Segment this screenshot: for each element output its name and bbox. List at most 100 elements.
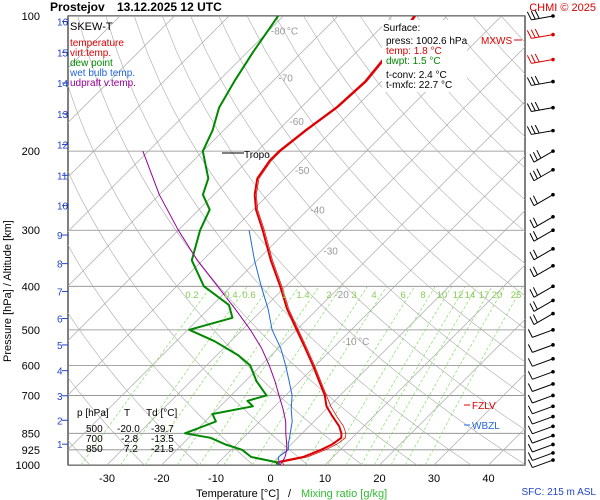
table-header-t: T [124,408,130,419]
wind-barb-4 [526,101,555,112]
wind-barb-flag-25-0 [527,434,533,444]
wind-barb-dot-15 [551,311,555,316]
dry-adiabat-380 [303,16,525,264]
wind-barb-flag-2-2 [534,53,540,63]
wind-barb-flag-18-0 [527,358,533,367]
wind-barb-flag-23-0 [527,415,533,425]
wind-barb-shaft-27 [532,452,554,461]
mixing-ratio-label-15: 25 [511,290,522,301]
table-row-500-p: 500 [86,424,103,435]
wbzl-label: WBZL [472,421,500,432]
mixing-ratio-line-11 [360,286,466,465]
pressure-tick-1000: 1000 [16,460,40,472]
mixing-ratio-line-4 [199,286,320,465]
mixing-ratio-label-4: 1.4 [296,290,309,301]
wind-barb-flag-1-2 [534,28,540,38]
wind-barb-flag-16-0 [527,329,533,338]
altitude-tick-1: 1 [57,440,63,451]
wind-barb-flag-20-0 [527,383,533,392]
dry-adiabat-310 [105,16,472,465]
pressure-tick-100: 100 [22,11,40,23]
y-axis-title: Pressure [hPa] / Altitude [km] [2,220,14,362]
dewpoint-line [184,16,280,465]
x-tick--10: -10 [208,473,224,485]
surface-press: press: 1002.6 hPa [386,36,468,47]
wind-barb-shaft-12 [533,265,554,278]
isotherm-label--80: -80 [271,27,286,38]
wind-barb-28 [527,458,555,469]
altitude-tick-11: 11 [57,171,68,182]
wind-barb-2 [526,53,555,64]
wind-barb-dot-4 [551,105,555,110]
pressure-tick-300: 300 [22,225,40,237]
wind-barb-flag-5-1 [530,125,536,134]
wind-barb-flag-7-2 [536,168,542,177]
isotherm-50 [543,16,600,465]
wind-barb-dot-23 [551,414,555,419]
mixing-ratio-label-6: 3 [351,290,356,301]
wind-barb-flag-27-0 [527,452,533,461]
isotherm--80 [68,16,284,232]
pressure-tick-925: 925 [22,445,40,457]
fzlv-label: FZLV [472,401,496,412]
mixing-ratio-label-7: 4 [371,290,376,301]
table-row-850-td: -21.5 [151,444,174,455]
pressure-tick-600: 600 [22,360,40,372]
mixing-ratio-label-9: 8 [420,290,425,301]
mxws-label: MXWS [481,36,512,47]
wind-barb-dot-6 [551,149,555,153]
wind-barb-15 [529,311,555,326]
wind-barb-dot-18 [551,356,555,361]
wind-barb-25 [527,433,555,444]
legend-virt-temp: virt.temp. [70,48,111,59]
wind-barb-flag-15-0 [529,316,535,325]
altitude-tick-5: 5 [57,341,63,352]
wind-barb-dot-11 [551,247,555,251]
wind-barb-shaft-10 [533,229,554,242]
isotherm-10 [324,264,525,465]
wind-barb-10 [529,228,555,242]
wind-barb-shaft-14 [533,299,554,312]
wind-barb-flag-3-2 [534,75,540,85]
wind-barb-27 [527,451,555,461]
dry-adiabat-300 [77,16,417,465]
wind-barb-flag-21-0 [527,394,533,404]
wind-barb-dot-3 [551,79,555,84]
series-layer [142,16,417,465]
wind-barb-flag-2-1 [530,54,536,63]
dry-adiabat-340 [190,16,525,396]
x-tick-20: 20 [373,473,385,485]
altitude-tick-2: 2 [57,416,63,427]
dry-adiabat-480 [586,16,600,465]
isotherm--30 [106,46,525,465]
wind-barb-flag-6-0 [529,153,535,163]
wind-barb-21 [527,393,555,404]
wind-barb-dot-0 [551,14,555,18]
wind-barb-shaft-28 [532,459,554,469]
altitude-tick-6: 6 [57,315,63,326]
wind-barb-shaft-18 [532,358,554,367]
mixing-ratio-label-11: 12 [453,290,464,301]
wind-barb-flag-5-0 [526,126,532,135]
legend: SKEW-T temperature virt.temp. dew point … [69,21,136,89]
wind-barb-flag-8-0 [529,197,535,206]
mixing-ratio-label-0: 0.2 [185,290,198,301]
isotherm-label--70: -70 [278,74,293,85]
mixing-ratio-label-10: 10 [437,290,448,301]
wind-barb-22 [527,404,555,415]
wind-barb-flag-14-0 [529,303,535,312]
wind-barb-flag-3-1 [530,76,536,85]
wind-barb-dot-21 [551,393,555,398]
wind-barb-23 [527,414,555,425]
wind-barb-6 [529,149,555,163]
x-tick--30: -30 [99,473,115,485]
x-tick-0: 0 [267,473,273,485]
legend-title: SKEW-T [70,21,113,33]
mixing-ratio-line-8 [304,286,416,465]
altitude-tick-9: 9 [57,231,63,242]
mixing-ratio-label-2: 0.6 [242,290,255,301]
isotherm-label--40: -40 [310,205,325,216]
pressure-tick-200: 200 [22,146,40,158]
wind-barb-flag-0-1 [530,10,536,20]
wind-barb-flag-10-0 [529,233,535,242]
